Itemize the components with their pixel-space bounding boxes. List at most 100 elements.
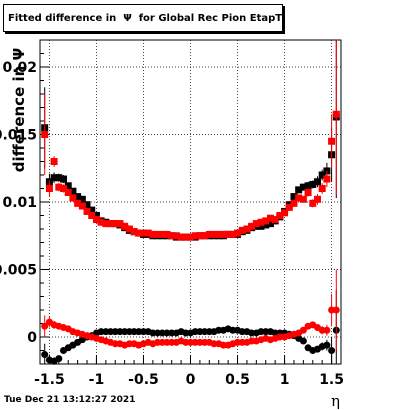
data-point-square: [238, 226, 246, 234]
data-point-square: [304, 182, 312, 190]
data-point-square: [55, 183, 63, 191]
data-point-square: [60, 175, 68, 183]
data-point-square: [88, 212, 96, 219]
x-tick-label: 0: [186, 372, 196, 388]
data-point-square: [78, 195, 86, 203]
data-point-square: [201, 232, 209, 240]
data-point-square: [205, 230, 213, 238]
data-point-square: [83, 201, 91, 209]
data-point-square: [309, 180, 317, 188]
data-point-circle: [328, 347, 336, 354]
data-point-square: [125, 225, 133, 233]
data-point-square: [55, 174, 63, 182]
data-point-square: [299, 183, 307, 191]
data-point-square: [60, 185, 68, 192]
data-point-square: [248, 222, 256, 230]
data-point-square: [83, 207, 91, 215]
data-point-square: [262, 217, 270, 225]
y-axis-label: difference in Ψ: [10, 47, 28, 173]
chart-title-box: Fitted difference in Ψ for Global Rec Pi…: [3, 4, 283, 32]
data-point-square: [271, 216, 279, 224]
x-axis-label: η: [331, 392, 340, 410]
data-point-square: [107, 220, 115, 228]
data-point-square: [92, 212, 100, 219]
data-point-square: [78, 202, 86, 210]
data-point-square: [309, 199, 317, 207]
data-point-square: [285, 203, 293, 211]
data-point-square: [102, 220, 110, 228]
data-point-circle: [332, 306, 340, 314]
data-point-square: [323, 175, 331, 183]
data-point-square: [69, 194, 77, 202]
data-point-square: [139, 229, 147, 237]
data-point-square: [299, 195, 307, 203]
data-point-square: [177, 233, 185, 241]
data-point-square: [266, 214, 274, 222]
chart-title: Fitted difference in Ψ for Global Rec Pi…: [8, 12, 283, 24]
data-point-square: [74, 193, 82, 201]
data-point-square: [144, 229, 152, 237]
data-point-square: [92, 216, 100, 224]
data-point-square: [276, 212, 284, 219]
data-point-square: [257, 218, 265, 226]
data-point-square: [215, 230, 223, 238]
x-tick-label: 1.5: [319, 372, 344, 388]
data-point-square: [50, 158, 58, 165]
data-point-square: [224, 230, 232, 238]
data-point-square: [149, 230, 157, 238]
y-tick-label: 0.02: [2, 60, 37, 76]
x-tick-label: -1: [89, 372, 105, 388]
data-point-circle: [299, 326, 307, 334]
data-point-square: [210, 230, 218, 238]
x-tick-label: -0.5: [128, 372, 159, 388]
data-point-circle: [299, 337, 307, 345]
data-point-square: [182, 233, 190, 241]
data-point-circle: [323, 341, 331, 349]
data-point-square: [64, 189, 72, 197]
data-point-square: [318, 171, 326, 179]
data-point-square: [243, 225, 251, 233]
data-point-square: [154, 230, 162, 238]
data-point-square: [332, 110, 340, 118]
data-point-square: [111, 220, 119, 228]
data-point-square: [266, 220, 274, 228]
data-point-circle: [41, 351, 49, 359]
data-point-square: [219, 230, 227, 238]
data-point-square: [318, 185, 326, 192]
data-point-square: [88, 206, 96, 214]
data-point-circle: [323, 326, 331, 334]
data-point-circle: [55, 355, 63, 363]
data-point-square: [163, 230, 171, 238]
data-point-square: [191, 232, 199, 240]
data-point-square: [116, 220, 124, 228]
data-point-square: [168, 232, 176, 240]
data-point-square: [304, 189, 312, 197]
data-point-square: [130, 228, 138, 236]
data-point-square: [172, 232, 180, 240]
y-tick-label: 0.01: [2, 195, 37, 211]
data-point-square: [41, 131, 49, 138]
data-point-square: [135, 229, 143, 237]
data-point-square: [121, 222, 129, 230]
x-tick-label: 1: [280, 372, 290, 388]
data-point-square: [252, 220, 260, 228]
y-tick-label: 0.005: [0, 263, 37, 279]
x-tick-label: 0.5: [225, 372, 250, 388]
data-point-square: [74, 199, 82, 207]
y-tick-label: 0.015: [0, 128, 37, 144]
data-point-square: [295, 194, 303, 202]
data-point-square: [229, 230, 237, 238]
y-tick-label: 0: [27, 330, 37, 346]
x-tick-label: -1.5: [34, 372, 65, 388]
data-point-square: [290, 199, 298, 207]
data-point-square: [45, 185, 53, 192]
data-point-circle: [41, 322, 49, 330]
data-point-square: [187, 233, 194, 241]
data-point-square: [64, 182, 72, 190]
data-point-square: [50, 174, 58, 182]
data-point-square: [290, 193, 298, 201]
data-point-square: [313, 178, 321, 186]
data-point-square: [295, 186, 303, 194]
data-point-square: [262, 221, 270, 229]
